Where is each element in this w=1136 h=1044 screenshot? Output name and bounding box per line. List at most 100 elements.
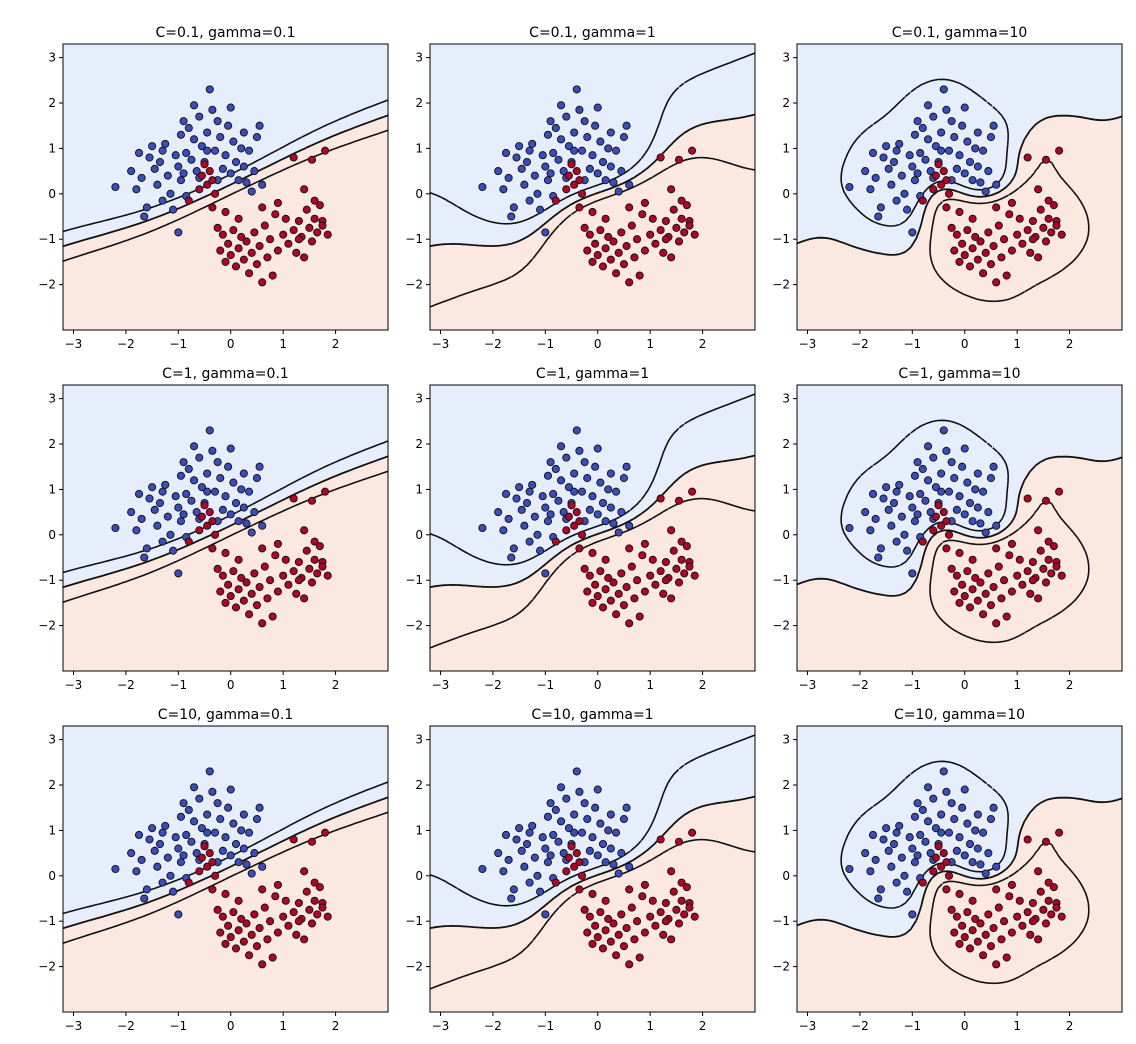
point-class-0: [210, 146, 220, 155]
point-class-1: [619, 942, 629, 951]
point-class-0: [562, 453, 571, 462]
point-class-0: [213, 799, 222, 808]
point-class-0: [876, 885, 885, 894]
point-class-1: [950, 246, 959, 255]
point-class-0: [530, 853, 539, 862]
point-class-0: [148, 142, 157, 151]
point-class-0: [882, 824, 891, 833]
point-class-0: [903, 546, 912, 555]
point-class-0: [478, 182, 487, 192]
point-class-0: [989, 803, 998, 812]
point-class-0: [577, 146, 587, 155]
point-class-1: [184, 878, 193, 887]
point-class-1: [638, 892, 647, 901]
point-class-1: [680, 569, 689, 578]
margin-negative: [430, 497, 755, 649]
point-class-0: [142, 544, 151, 553]
point-class-1: [234, 555, 243, 564]
point-class-1: [229, 567, 238, 576]
point-class-0: [226, 444, 235, 453]
region-class-1: [63, 115, 388, 330]
point-class-1: [302, 546, 311, 555]
point-class-0: [205, 85, 214, 94]
point-class-1: [942, 203, 951, 212]
point-class-0: [161, 480, 170, 489]
point-class-1: [266, 917, 275, 926]
point-class-0: [189, 135, 199, 144]
point-class-1: [245, 269, 254, 278]
point-class-0: [237, 485, 246, 494]
y-tick-label: 2: [48, 96, 56, 110]
point-class-1: [221, 548, 230, 558]
x-tick-label: 1: [279, 678, 287, 692]
point-class-1: [1034, 935, 1043, 944]
point-class-1: [918, 537, 927, 546]
point-class-1: [944, 871, 954, 880]
point-class-1: [1007, 246, 1016, 255]
point-class-1: [669, 546, 678, 555]
point-class-1: [315, 883, 324, 892]
point-class-0: [879, 153, 888, 162]
point-class-1: [575, 203, 584, 212]
point-class-0: [583, 133, 592, 142]
point-class-0: [517, 505, 526, 514]
point-class-1: [245, 951, 254, 960]
y-tick-label: 1: [48, 141, 56, 155]
point-class-0: [509, 203, 518, 212]
point-class-0: [134, 830, 144, 840]
point-class-1: [307, 155, 317, 164]
point-class-0: [543, 812, 552, 821]
point-class-0: [494, 849, 503, 858]
point-class-1: [226, 251, 235, 260]
y-tick-label: −2: [38, 960, 56, 974]
point-class-0: [213, 117, 222, 126]
point-class-1: [1034, 867, 1043, 876]
point-class-0: [973, 844, 982, 853]
point-class-0: [871, 855, 880, 864]
point-class-1: [1036, 546, 1045, 555]
x-tick-label: −3: [799, 678, 817, 692]
point-class-1: [1005, 210, 1014, 219]
point-class-0: [247, 187, 256, 196]
point-class-0: [868, 830, 878, 840]
point-class-0: [559, 167, 568, 176]
point-class-0: [625, 521, 634, 530]
point-class-0: [861, 167, 870, 176]
point-class-0: [593, 103, 602, 112]
point-class-1: [963, 908, 972, 917]
point-class-0: [258, 180, 267, 189]
point-class-1: [627, 562, 636, 571]
point-class-1: [273, 928, 282, 937]
y-tick-label: 2: [415, 778, 423, 792]
point-class-0: [937, 146, 946, 155]
point-class-0: [137, 173, 146, 182]
point-class-0: [255, 803, 264, 812]
point-class-1: [203, 862, 212, 871]
point-class-0: [968, 176, 977, 185]
point-class-1: [583, 587, 592, 596]
point-class-0: [577, 828, 587, 837]
point-class-0: [127, 849, 136, 858]
point-class-1: [580, 223, 589, 232]
x-tick-label: −1: [169, 1019, 187, 1033]
point-class-0: [931, 142, 940, 151]
point-class-1: [294, 576, 303, 585]
point-class-1: [210, 530, 220, 539]
point-class-0: [224, 462, 233, 471]
point-class-1: [268, 953, 277, 962]
point-class-1: [305, 564, 314, 573]
point-class-1: [622, 923, 631, 933]
y-tick-label: 1: [782, 141, 790, 155]
point-class-0: [976, 519, 985, 528]
point-class-0: [887, 862, 896, 871]
x-tick-label: −2: [117, 1019, 135, 1033]
point-class-1: [218, 230, 227, 239]
point-class-0: [171, 833, 180, 842]
point-class-1: [593, 592, 602, 601]
point-class-0: [536, 887, 545, 896]
axes-frame: [62, 384, 389, 672]
point-class-1: [289, 153, 298, 162]
point-class-1: [958, 580, 967, 589]
point-class-1: [646, 230, 655, 239]
point-class-1: [226, 592, 235, 601]
